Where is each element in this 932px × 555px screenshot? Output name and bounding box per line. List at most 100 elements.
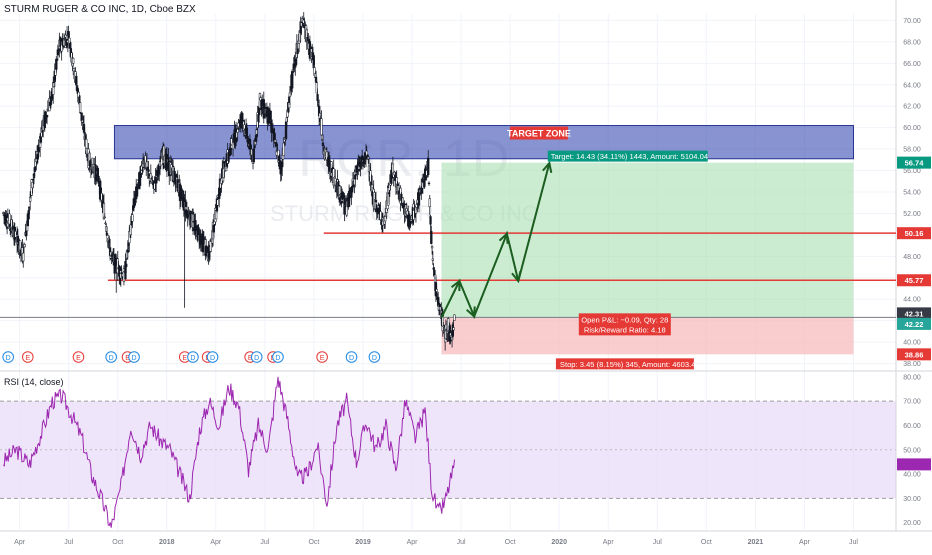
price-tick-label: 54.00 xyxy=(903,190,921,197)
risk-reward: Risk/Reward Ratio: 4.18 xyxy=(584,325,666,334)
candle-body xyxy=(216,199,219,206)
target-info-bg xyxy=(547,150,708,162)
stop-info: Stop: 3.45 (8.15%) 345, Amount: 4603.4 xyxy=(560,360,696,369)
x-tick-label: Oct xyxy=(701,539,712,546)
candle-body xyxy=(52,81,55,95)
event-marker-letter: D xyxy=(210,355,215,362)
candle-body xyxy=(147,169,150,172)
candle-body xyxy=(338,185,342,198)
candle-body xyxy=(55,58,58,70)
x-tick-label: Jul xyxy=(653,539,662,546)
candles xyxy=(2,12,456,351)
price-tick-label: 68.00 xyxy=(903,39,921,46)
candle-body xyxy=(360,164,363,167)
event-marker-letter: D xyxy=(349,355,354,362)
x-tick-label: Jul xyxy=(457,539,466,546)
event-marker xyxy=(272,351,284,363)
candle-body xyxy=(315,82,318,94)
candle-body xyxy=(27,210,30,220)
candle-body xyxy=(80,112,83,122)
candle-body xyxy=(427,158,430,176)
x-tick-label: Jul xyxy=(260,539,269,546)
candle-body xyxy=(429,216,432,225)
candle-body xyxy=(231,142,235,150)
candle-body xyxy=(102,203,106,220)
candle-body xyxy=(452,327,455,331)
candle-body xyxy=(384,216,387,222)
candle-body xyxy=(29,196,32,202)
rsi-tick-label: 70.00 xyxy=(903,399,921,406)
x-tick-label: Oct xyxy=(112,539,123,546)
target-zone-label: TARGET ZONE xyxy=(507,129,571,139)
candle-body xyxy=(259,97,262,101)
price-tag: 45.77 xyxy=(905,276,924,285)
candle-body xyxy=(435,289,438,292)
price-tag: 38.86 xyxy=(905,350,924,359)
rsi-tick-label: 30.00 xyxy=(903,496,921,503)
candle-body xyxy=(23,244,26,248)
profit-zone xyxy=(441,162,854,318)
candle-body xyxy=(131,214,134,222)
price-tick-label: 44.00 xyxy=(903,297,921,304)
candle-body xyxy=(236,129,239,133)
chart-title: STURM RUGER & CO INC, 1D, Cboe BZX xyxy=(4,4,196,15)
x-tick-label: Apr xyxy=(799,539,811,546)
event-marker xyxy=(316,351,328,363)
rsi-panel-label: RSI (14, close) xyxy=(4,377,64,387)
candle-body xyxy=(321,142,325,147)
candle-body xyxy=(316,94,319,101)
projection-path xyxy=(440,162,551,320)
event-marker xyxy=(206,351,219,363)
rsi-tick-label: 60.00 xyxy=(903,423,921,430)
price-tick-label: 40.00 xyxy=(903,340,921,347)
rsi-tick-label: 20.00 xyxy=(903,520,921,527)
x-tick-label: Apr xyxy=(603,539,615,546)
candle-body xyxy=(253,146,256,149)
event-marker-letter: D xyxy=(254,355,259,362)
projection-arrowhead xyxy=(466,306,476,319)
candle-body xyxy=(104,222,107,225)
candle-body xyxy=(149,173,152,179)
candle-body xyxy=(16,235,20,243)
price-tick-label: 60.00 xyxy=(903,125,921,132)
x-tick-label: 2018 xyxy=(159,539,175,546)
price-tick-label: 48.00 xyxy=(903,254,921,261)
candle-body xyxy=(125,263,128,268)
candle-body xyxy=(105,232,109,235)
candle-body xyxy=(252,149,255,163)
event-marker xyxy=(21,351,34,363)
price-tag-bg xyxy=(897,156,931,169)
event-marker xyxy=(368,351,381,363)
candle-body xyxy=(401,197,405,204)
price-tag: 42.22 xyxy=(905,320,924,329)
event-marker-letter: D xyxy=(275,355,280,362)
x-tick-label: 2021 xyxy=(748,539,764,546)
x-tick-label: Apr xyxy=(210,539,222,546)
rsi-tick-label: 50.00 xyxy=(903,447,921,454)
projection-arrowhead xyxy=(542,160,553,174)
event-marker-letter: D xyxy=(190,355,195,362)
candle-body xyxy=(314,76,318,83)
x-tick-label: Oct xyxy=(505,539,516,546)
candle-body xyxy=(417,188,421,206)
candle-body xyxy=(22,252,25,262)
price-tick-label: 52.00 xyxy=(903,211,921,218)
x-tick-label: 2020 xyxy=(551,539,567,546)
candle-body xyxy=(430,230,433,244)
rsi-tick-label: 40.00 xyxy=(903,472,921,479)
x-tick-label: Jul xyxy=(64,539,73,546)
price-tick-label: 62.00 xyxy=(903,104,921,111)
x-tick-label: Jul xyxy=(849,539,858,546)
x-tick-label: Oct xyxy=(308,539,319,546)
candle-body xyxy=(103,216,106,219)
candle-body xyxy=(320,118,323,136)
projection-arrowhead xyxy=(450,278,461,292)
price-tick-label: 38.00 xyxy=(903,361,921,368)
event-marker-letter: D xyxy=(132,355,137,362)
event-marker-letter: E xyxy=(25,355,30,362)
rsi-line xyxy=(2,376,455,528)
event-marker xyxy=(128,351,140,363)
price-tag-bg xyxy=(897,348,931,361)
